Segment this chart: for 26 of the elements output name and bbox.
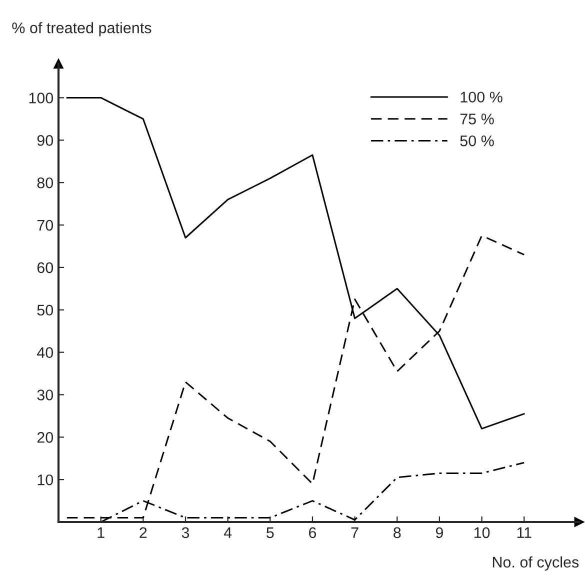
x-tick-label: 9 <box>436 527 443 538</box>
y-tick-label: 70 <box>37 220 54 231</box>
legend-label: 100 % <box>460 92 502 103</box>
x-tick-label: 3 <box>182 527 190 538</box>
x-tick-label: 1 <box>98 527 104 538</box>
y-tick-label: 90 <box>37 135 54 146</box>
x-tick-label: 8 <box>394 527 401 538</box>
x-tick-label: 5 <box>266 527 274 538</box>
x-tick-label: 2 <box>140 527 147 538</box>
x-axis-title: No. of cycles <box>492 556 579 571</box>
legend-label: 75 % <box>460 114 494 124</box>
y-tick-label: 80 <box>37 177 54 188</box>
x-tick-label: 6 <box>309 527 316 538</box>
x-tick-label: 10 <box>474 527 490 538</box>
y-axis-title: % of treated patients <box>12 22 152 36</box>
y-tick-label: 50 <box>37 304 54 316</box>
y-tick-label: 10 <box>38 474 54 486</box>
x-tick-label: 4 <box>224 527 232 538</box>
x-tick-label: 7 <box>351 527 358 538</box>
y-tick-label: 100 <box>29 92 54 104</box>
y-tick-label: 30 <box>37 390 54 400</box>
y-tick-label: 20 <box>37 432 54 443</box>
x-tick-label: 11 <box>517 527 532 538</box>
y-tick-label: 40 <box>37 347 54 358</box>
y-tick-label: 60 <box>37 262 54 274</box>
legend-label: 50 % <box>460 135 494 146</box>
